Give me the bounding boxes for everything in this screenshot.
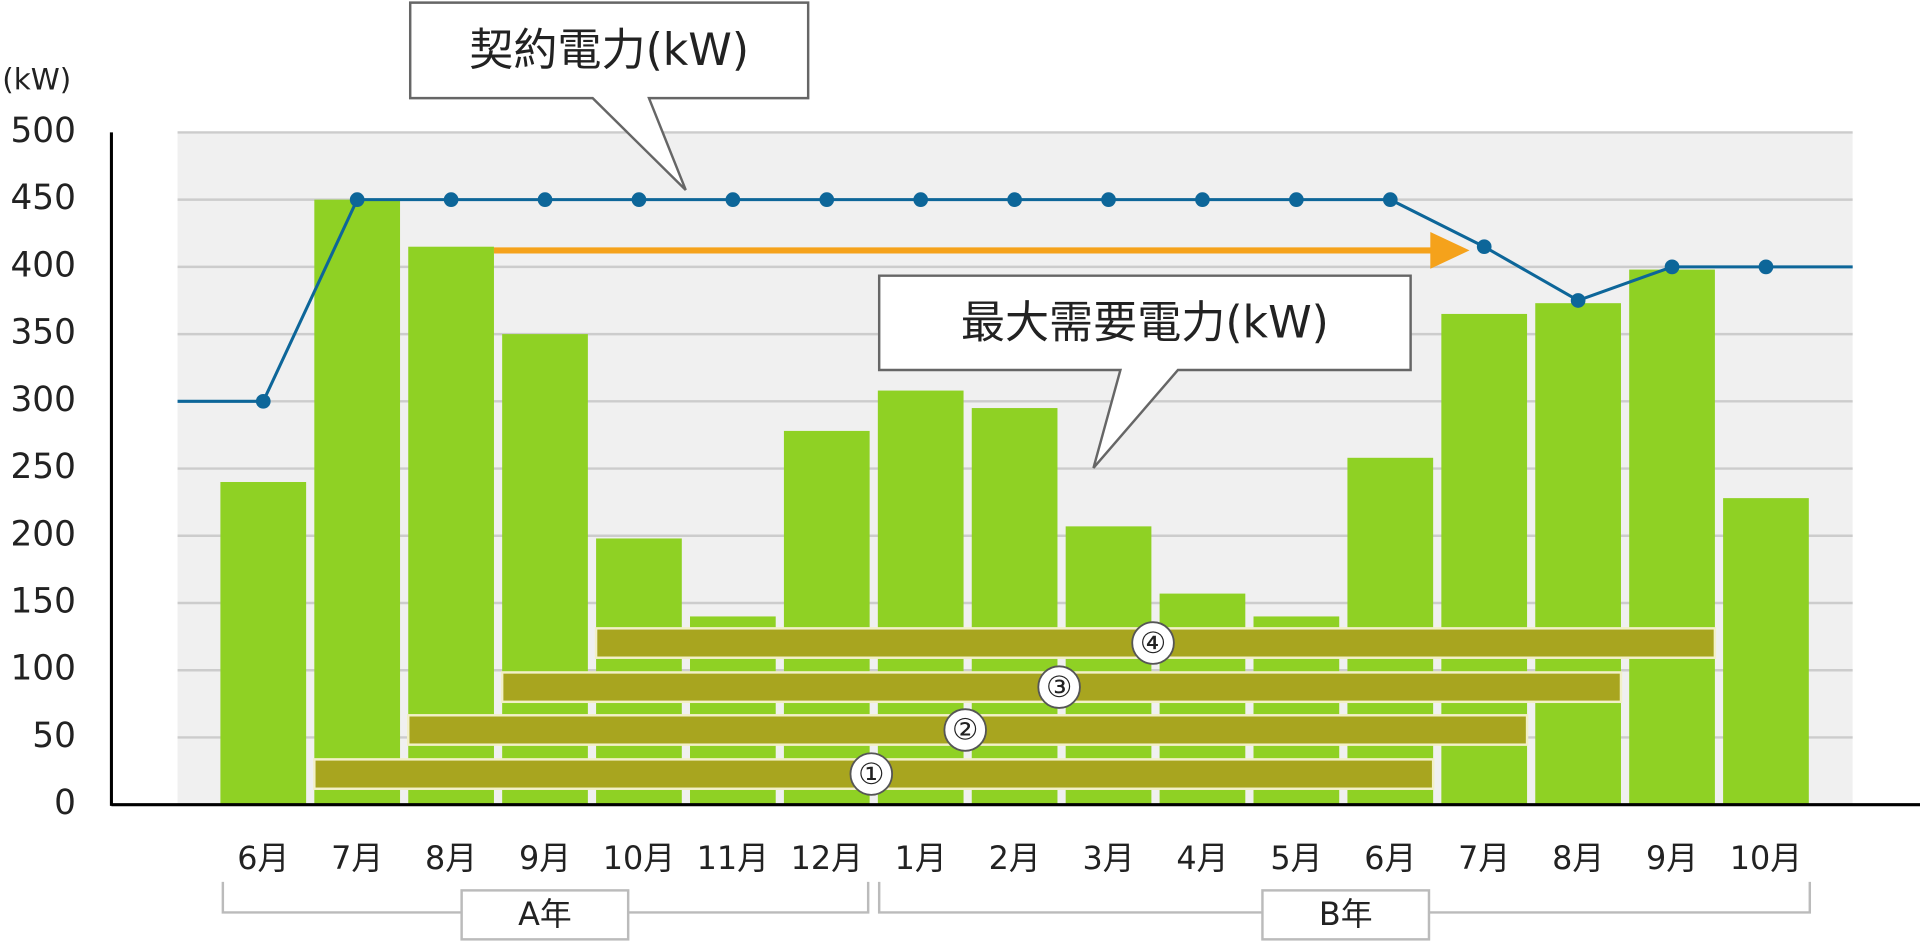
y-tick-label: 250 bbox=[11, 447, 76, 487]
x-tick-label: 9月 bbox=[1646, 839, 1698, 877]
bar bbox=[783, 430, 870, 805]
x-tick-label: 8月 bbox=[1552, 839, 1604, 877]
bar bbox=[220, 481, 307, 805]
y-tick-label: 500 bbox=[11, 111, 76, 151]
bar bbox=[1535, 303, 1621, 805]
shift-arrow-head bbox=[1430, 232, 1470, 269]
callout bbox=[408, 1, 810, 191]
line-point bbox=[725, 192, 741, 207]
x-tick-label: 7月 bbox=[1458, 839, 1510, 877]
y-tick-label: 50 bbox=[32, 716, 76, 756]
line-point bbox=[1289, 192, 1304, 207]
period-label: ① bbox=[858, 757, 884, 791]
line-point bbox=[1570, 293, 1586, 308]
line-point bbox=[631, 192, 647, 207]
line-point bbox=[1101, 192, 1116, 207]
line-point bbox=[1476, 239, 1492, 255]
x-tick-label: 10月 bbox=[603, 839, 675, 877]
x-tick-label: 12月 bbox=[791, 839, 863, 877]
y-axis-label: (kW) bbox=[2, 63, 71, 97]
period-label: ② bbox=[952, 713, 978, 747]
period-label: ③ bbox=[1046, 670, 1072, 704]
y-tick-label: 400 bbox=[11, 245, 76, 285]
line-point bbox=[1007, 192, 1022, 207]
line-point bbox=[819, 192, 835, 207]
period-marker bbox=[849, 752, 894, 796]
x-tick-label: 3月 bbox=[1082, 839, 1134, 877]
line-point bbox=[913, 192, 929, 207]
period-label: ④ bbox=[1140, 626, 1166, 660]
x-tick-label: 11月 bbox=[697, 839, 769, 877]
callout-text: 最大需要電力(kW) bbox=[961, 297, 1329, 348]
group-label: A年 bbox=[518, 895, 572, 933]
bar bbox=[1723, 498, 1809, 805]
line-point bbox=[1382, 192, 1398, 207]
line-point bbox=[443, 192, 459, 207]
x-tick-label: 7月 bbox=[331, 839, 383, 877]
x-tick-label: 9月 bbox=[519, 839, 571, 877]
x-tick-label: 2月 bbox=[989, 839, 1041, 877]
x-tick-label: 1月 bbox=[895, 839, 947, 877]
y-tick-label: 100 bbox=[11, 649, 76, 689]
y-tick-label: 450 bbox=[11, 178, 76, 218]
callout-text: 契約電力(kW) bbox=[469, 25, 749, 76]
period-marker bbox=[943, 708, 987, 752]
line-point bbox=[255, 393, 271, 409]
line-point bbox=[537, 192, 553, 207]
group-box bbox=[460, 889, 630, 941]
group-label: B年 bbox=[1319, 895, 1373, 933]
line-point bbox=[1195, 192, 1210, 207]
bar bbox=[1629, 269, 1715, 805]
line-extension bbox=[177, 265, 1853, 403]
group-box bbox=[1261, 889, 1431, 941]
y-tick-label: 150 bbox=[11, 582, 76, 622]
y-tick-label: 350 bbox=[11, 313, 76, 353]
line-point bbox=[349, 192, 365, 207]
period-marker bbox=[1037, 665, 1081, 709]
x-tick-label: 8月 bbox=[425, 839, 477, 877]
x-tick-label: 5月 bbox=[1270, 839, 1322, 877]
x-tick-label: 6月 bbox=[1364, 839, 1416, 877]
callout bbox=[877, 274, 1412, 469]
line-point bbox=[1664, 259, 1680, 275]
bar bbox=[314, 199, 401, 805]
x-tick-label: 10月 bbox=[1730, 839, 1802, 877]
x-tick-label: 6月 bbox=[237, 839, 289, 877]
bar bbox=[408, 246, 494, 805]
period-marker bbox=[1131, 621, 1175, 665]
y-tick-label: 0 bbox=[54, 783, 76, 823]
y-tick-label: 200 bbox=[11, 514, 76, 554]
line-point bbox=[1758, 259, 1774, 275]
x-tick-label: 4月 bbox=[1176, 839, 1228, 877]
y-tick-label: 300 bbox=[11, 380, 76, 420]
